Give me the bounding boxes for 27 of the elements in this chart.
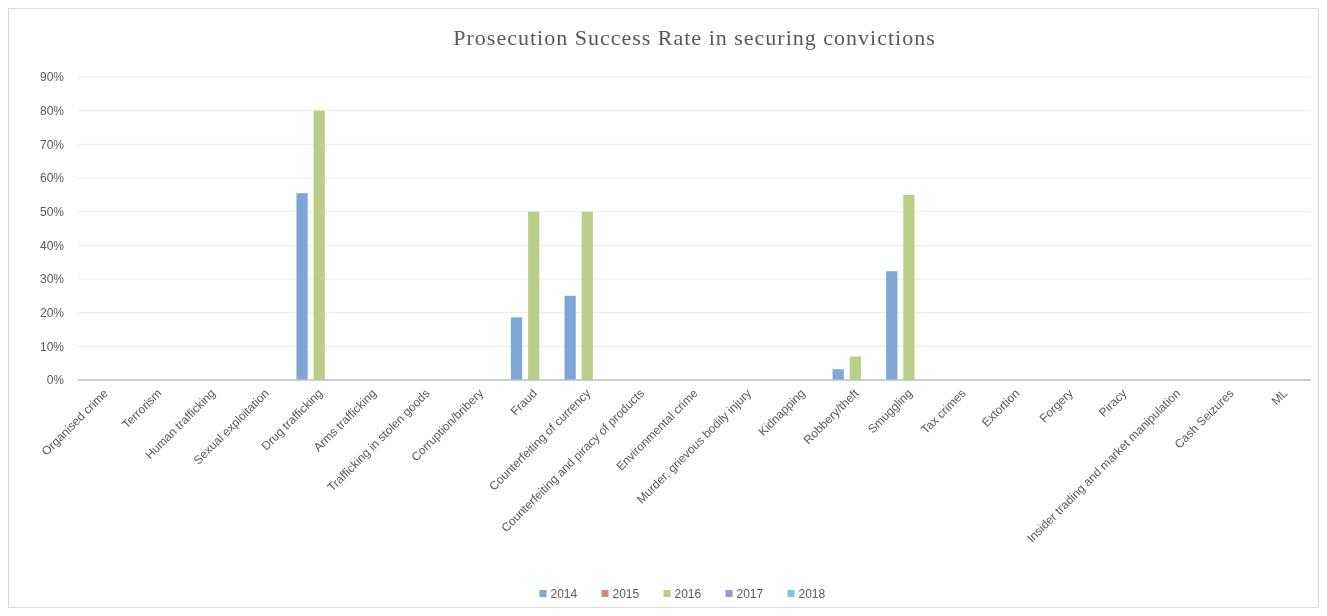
legend-label: 2015 <box>612 587 640 601</box>
y-tick-label: 80% <box>39 103 65 118</box>
y-tick-label: 50% <box>39 204 65 219</box>
y-tick-label: 20% <box>39 305 65 320</box>
bar <box>528 211 540 380</box>
y-tick-label: 70% <box>39 137 65 152</box>
bar <box>510 317 523 380</box>
legend-label: 2017 <box>736 587 764 601</box>
y-tick-label: 60% <box>39 171 65 186</box>
bar <box>296 193 308 380</box>
legend-label: 2014 <box>550 587 578 601</box>
bar <box>832 369 844 380</box>
y-tick-label: 10% <box>39 339 65 354</box>
x-tick-label: ML <box>1268 385 1291 408</box>
y-tick-label: 30% <box>39 272 65 287</box>
y-tick-label: 40% <box>39 238 65 253</box>
bar <box>886 271 898 380</box>
bar <box>313 110 325 380</box>
chart-title: Prosecution Success Rate in securing convictions <box>453 25 936 50</box>
legend-label: 2018 <box>798 587 826 601</box>
bar <box>581 211 593 380</box>
bar <box>849 356 861 380</box>
bar <box>903 194 915 380</box>
y-tick-label: 0% <box>46 373 65 388</box>
legend-label: 2016 <box>674 587 702 601</box>
y-tick-label: 90% <box>39 70 65 85</box>
bar <box>564 295 576 380</box>
